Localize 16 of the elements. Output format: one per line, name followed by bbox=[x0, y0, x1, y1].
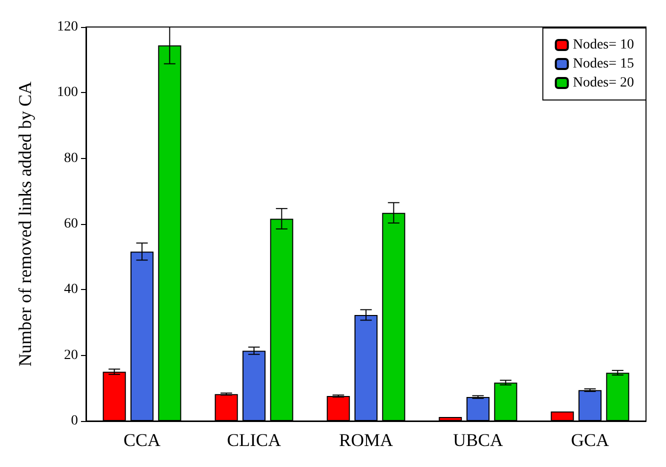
y-tick-label: 60 bbox=[64, 216, 78, 232]
y-tick-label: 20 bbox=[64, 348, 78, 363]
legend-label: Nodes= 15 bbox=[572, 56, 634, 72]
x-tick-label: GCA bbox=[570, 430, 610, 450]
legend-label: Nodes= 20 bbox=[572, 76, 634, 90]
x-tick-label: UBCA bbox=[452, 430, 504, 450]
y-tick-label: 40 bbox=[64, 282, 78, 298]
y-tick-label: 0 bbox=[71, 414, 78, 428]
y-tick-label: 120 bbox=[57, 20, 78, 34]
legend-label: Nodes= 10 bbox=[572, 38, 634, 52]
x-tick-label: ROMA bbox=[338, 430, 394, 450]
y-axis-title: Number of removed links added by CA bbox=[15, 82, 35, 366]
x-tick-label: CCA bbox=[123, 430, 161, 450]
y-tick-label: 80 bbox=[64, 150, 78, 166]
y-tick-label: 100 bbox=[57, 85, 78, 100]
x-tick-label: CLICA bbox=[227, 430, 281, 450]
